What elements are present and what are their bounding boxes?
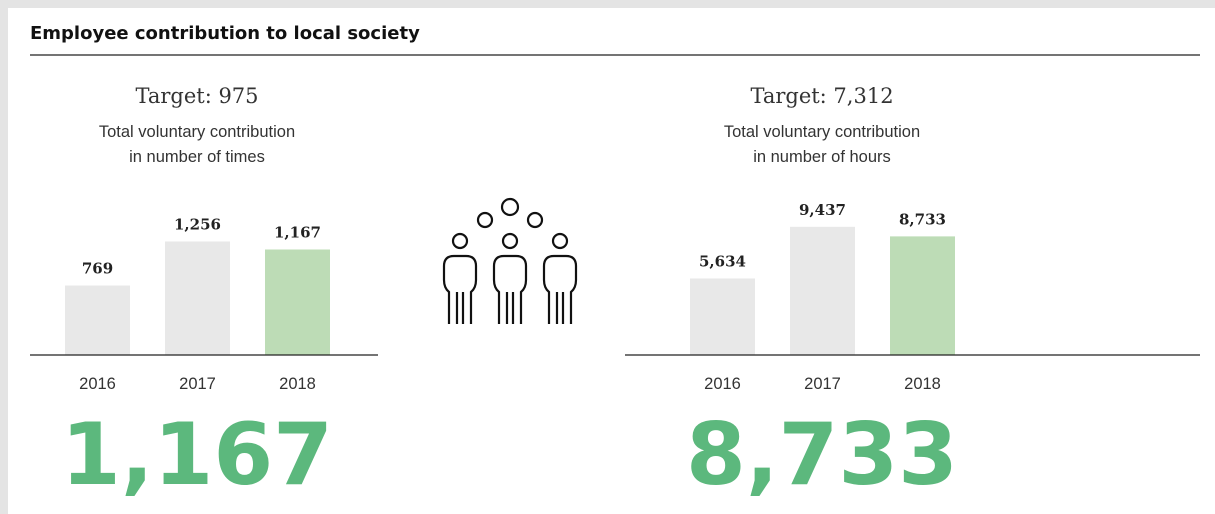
x-tick-label: 2018 [279, 375, 316, 393]
headline-number: 1,167 [61, 405, 333, 505]
x-tick-label: 2017 [179, 375, 216, 393]
x-tick-label: 2016 [79, 375, 116, 393]
x-tick-label: 2017 [804, 375, 841, 393]
x-tick-label: 2018 [904, 375, 941, 393]
bar [165, 241, 230, 355]
chart-subtitle: Total voluntary contribution [724, 123, 920, 141]
value-label: 1,256 [174, 215, 221, 233]
bar [890, 236, 955, 355]
value-label: 769 [82, 259, 113, 277]
headline-number: 8,733 [686, 405, 958, 505]
bar [265, 249, 330, 355]
chart-title: Target: 975 [135, 84, 258, 108]
chart-subtitle: in number of times [129, 148, 265, 166]
chart-subtitle: Total voluntary contribution [99, 123, 295, 141]
page-title: Employee contribution to local society [30, 23, 420, 44]
value-label: 8,733 [899, 210, 946, 228]
bar [790, 226, 855, 355]
value-label: 5,634 [699, 252, 746, 270]
people-icon [442, 197, 578, 324]
chart-subtitle: in number of hours [753, 148, 891, 166]
value-label: 1,167 [274, 224, 321, 242]
bar [65, 285, 130, 355]
chart-title: Target: 7,312 [750, 84, 893, 108]
value-label: 9,437 [799, 201, 846, 219]
bar [690, 278, 755, 355]
x-tick-label: 2016 [704, 375, 741, 393]
